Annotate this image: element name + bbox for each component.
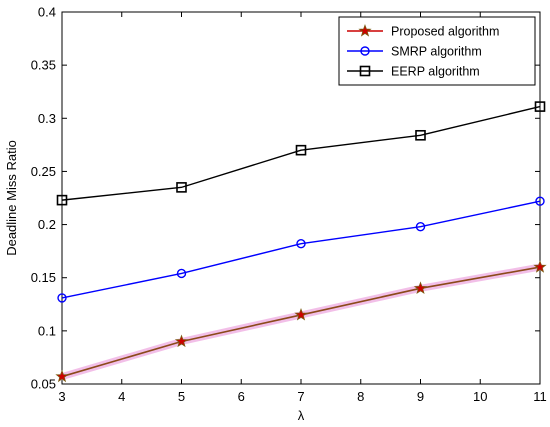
legend-label: Proposed algorithm — [391, 25, 499, 39]
y-tick-label: 0.35 — [31, 58, 56, 73]
data-point — [55, 369, 69, 383]
data-point — [533, 260, 547, 273]
series-line — [61, 105, 541, 201]
x-tick-label: 9 — [417, 389, 424, 404]
series-line — [61, 200, 541, 299]
legend-marker — [360, 46, 370, 56]
data-point — [415, 221, 426, 232]
series-square — [56, 101, 546, 206]
data-point — [534, 101, 546, 112]
x-tick-label: 11 — [533, 389, 547, 404]
data-point — [57, 293, 67, 303]
x-tick-label: 6 — [238, 389, 245, 404]
x-tick-label: 5 — [178, 389, 185, 404]
series-circle — [57, 196, 545, 303]
x-tick-label: 3 — [58, 389, 65, 404]
y-tick-label: 0.3 — [38, 111, 56, 126]
legend: Proposed algorithm SMRP algorithm EERP alg… — [338, 16, 536, 86]
data-point — [174, 334, 189, 348]
series-layer — [55, 101, 547, 383]
data-point — [296, 239, 306, 249]
x-tick-label: 7 — [297, 389, 304, 404]
data-point — [535, 196, 545, 206]
y-tick-label: 0.25 — [31, 164, 56, 179]
data-point — [176, 268, 187, 279]
legend-marker — [358, 24, 372, 37]
data-point — [56, 194, 68, 206]
y-tick-label: 0.4 — [38, 5, 56, 20]
y-tick-label: 0.1 — [38, 323, 56, 338]
y-axis-label: Deadline Miss Ratio — [4, 140, 19, 256]
x-tick-label: 10 — [473, 389, 487, 404]
data-point — [413, 281, 428, 294]
y-tick-label: 0.15 — [31, 270, 56, 285]
legend-label: SMRP algorithm — [391, 45, 482, 59]
data-point — [176, 182, 187, 193]
series-star — [55, 260, 547, 383]
y-tick-label: 0.2 — [38, 217, 56, 232]
x-tick-label: 4 — [118, 389, 125, 404]
x-axis-label: λ — [298, 408, 305, 423]
x-tick-label: 8 — [357, 389, 364, 404]
y-tick-label: 0.05 — [31, 377, 56, 392]
data-point — [294, 307, 308, 321]
data-point — [295, 144, 307, 156]
legend-marker — [359, 65, 371, 77]
legend-label: EERP algorithm — [391, 65, 480, 79]
axis-ticks: 3 4 5 6 7 8 9 10 11 0.05 0.1 0.15 0.2 0.25 0.3 0.35 0.4 — [31, 5, 547, 405]
data-point — [415, 129, 426, 141]
